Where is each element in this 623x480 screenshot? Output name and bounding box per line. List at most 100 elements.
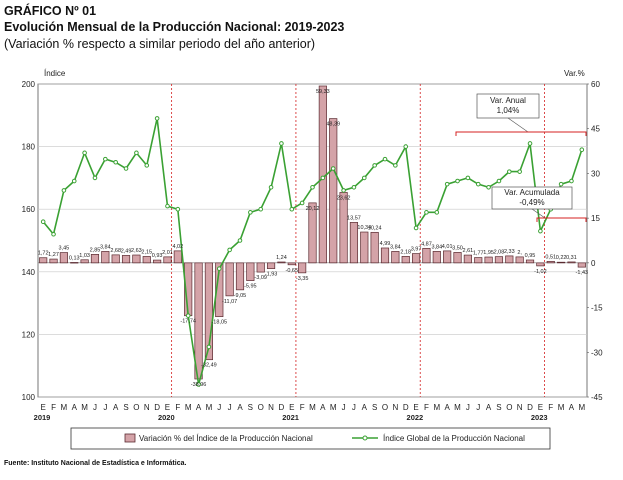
month-tick-label: J: [93, 403, 97, 412]
index-point: [103, 156, 108, 162]
year-tick-label: 2021: [282, 413, 299, 422]
index-point: [465, 175, 471, 181]
bar-data-label: 0,22: [556, 255, 567, 261]
variation-bar: [318, 85, 327, 264]
variation-bar: [349, 222, 359, 264]
month-tick-label: S: [248, 403, 253, 412]
variation-bar: [463, 254, 472, 264]
bar-data-label: 4,02: [172, 244, 183, 250]
index-point: [227, 247, 232, 253]
right-tick-label: 60: [591, 80, 600, 89]
variation-bar: [432, 251, 441, 264]
variation-bar: [142, 256, 151, 264]
index-point: [216, 266, 222, 271]
month-tick-label: M: [206, 403, 213, 412]
left-axis-title: Índice: [44, 69, 66, 78]
bar-data-label: 1,03: [79, 253, 90, 259]
bar-data-label: 4,01: [442, 244, 453, 250]
variation-bar: [163, 256, 172, 264]
variation-bar: [370, 231, 379, 264]
right-tick-label: 45: [591, 125, 600, 134]
month-tick-label: A: [72, 403, 78, 412]
month-tick-label: M: [309, 403, 316, 412]
variation-bar: [422, 247, 431, 264]
month-tick-label: N: [268, 403, 274, 412]
bar-data-label: 1,77: [473, 251, 484, 257]
month-tick-label: F: [300, 403, 305, 412]
bar-data-label: 0,95: [525, 253, 536, 259]
variation-bar: [546, 260, 555, 264]
bar-data-label: 2,85: [90, 247, 101, 253]
variation-bar: [567, 261, 576, 264]
index-point: [165, 203, 170, 209]
bar-data-label: 2,63: [131, 248, 142, 254]
bar-data-label: 1,24: [276, 255, 287, 261]
variation-bar: [494, 256, 504, 264]
index-point: [372, 163, 377, 168]
right-tick-label: -15: [591, 304, 603, 313]
variation-bar: [225, 262, 234, 297]
index-point: [341, 188, 346, 193]
bar-data-label: -11,07: [222, 299, 237, 305]
month-tick-label: J: [217, 403, 221, 412]
year-tick-label: 2020: [158, 413, 175, 422]
month-tick-label: J: [342, 403, 346, 412]
month-tick-label: M: [558, 403, 565, 412]
bar-data-label: -17,74: [180, 319, 196, 325]
bar-data-label: 23,62: [337, 195, 351, 201]
variation-bar: [577, 262, 586, 268]
chart-subtitle: (Variación % respecto a similar periodo …: [4, 37, 316, 51]
variation-bar: [80, 259, 89, 264]
index-point: [579, 147, 585, 153]
index-point: [517, 169, 522, 174]
variation-bar: [515, 256, 524, 264]
index-point: [330, 166, 336, 171]
variation-bar: [39, 257, 48, 264]
bar-data-label: 13,57: [347, 215, 361, 221]
index-point: [413, 225, 419, 231]
index-point: [310, 184, 315, 190]
index-point: [569, 178, 574, 184]
variation-bar: [153, 259, 162, 264]
bar-data-label: 1,95: [483, 250, 494, 256]
bar-data-label: -32,49: [201, 363, 217, 369]
bar-data-label: 2,15: [141, 249, 152, 255]
month-tick-label: N: [144, 403, 150, 412]
variation-bar: [329, 118, 338, 264]
month-tick-label: N: [517, 403, 523, 412]
year-tick-label: 2023: [531, 413, 548, 422]
month-tick-label: E: [538, 403, 543, 412]
month-tick-label: M: [454, 403, 461, 412]
month-tick-label: N: [392, 403, 398, 412]
variation-bar: [360, 231, 369, 264]
bar-data-label: 3,84: [390, 244, 401, 250]
index-point: [92, 175, 98, 181]
index-point: [299, 200, 305, 206]
month-tick-label: S: [496, 403, 501, 412]
index-point: [527, 141, 533, 146]
index-point: [403, 144, 409, 149]
index-point: [351, 184, 357, 190]
bar-data-label: 0,31: [566, 255, 577, 261]
month-tick-label: M: [81, 403, 88, 412]
right-tick-label: 30: [591, 169, 600, 178]
variation-bar: [298, 262, 307, 274]
variation-bar: [308, 202, 317, 264]
month-tick-label: D: [154, 403, 160, 412]
right-tick-label: -30: [591, 348, 603, 357]
month-tick-label: J: [352, 403, 356, 412]
bar-data-label: 2,61: [463, 248, 474, 254]
bar-data-label: 2,01: [162, 250, 173, 256]
bar-data-label: 2,08: [494, 250, 505, 256]
index-point: [82, 150, 87, 156]
index-point: [134, 150, 139, 156]
variation-bar: [484, 256, 493, 264]
legend-bar-swatch: [124, 433, 136, 443]
legend-box: [70, 427, 551, 450]
bar-data-label: 20,12: [306, 206, 320, 212]
index-point: [71, 178, 77, 184]
variation-bar: [536, 262, 545, 267]
variation-bar: [101, 251, 110, 264]
variation-bar: [246, 262, 255, 281]
